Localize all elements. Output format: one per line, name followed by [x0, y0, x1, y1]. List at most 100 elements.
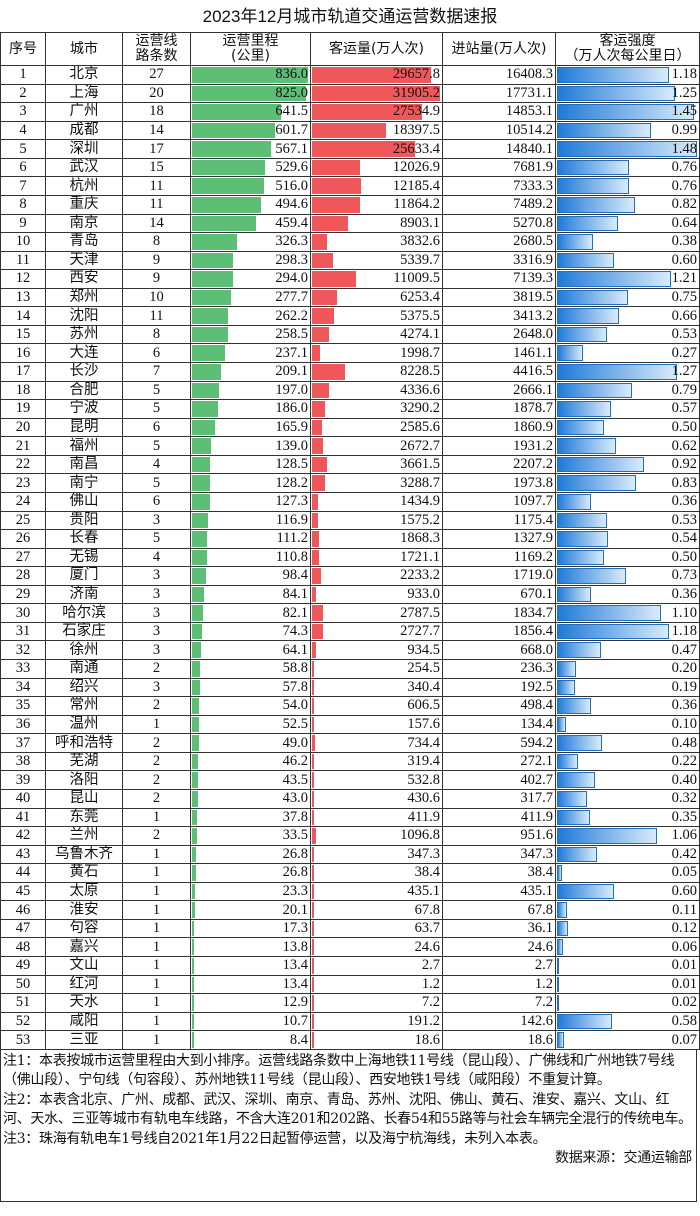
row-index-cell: 2	[0, 83, 46, 104]
row-index-cell: 6	[0, 157, 46, 178]
passenger-volume-cell: 4336.6	[310, 380, 443, 401]
mileage-cell: 128.5	[190, 454, 311, 475]
line-count-cell: 2	[122, 826, 191, 846]
city-cell: 三亚	[45, 1030, 123, 1050]
passenger-volume-value: 191.2	[407, 1012, 440, 1029]
table-row: 18 合肥 5 197.0 4336.6 2666.1 0.79	[0, 380, 700, 401]
column-header: 城市	[45, 32, 123, 66]
mileage-cell: 116.9	[190, 510, 311, 531]
row-index-cell: 10	[0, 232, 46, 252]
entries-cell: 1860.9	[442, 417, 556, 438]
intensity-bar	[557, 252, 614, 269]
mileage-bar	[192, 159, 266, 176]
line-count-cell: 11	[122, 176, 191, 196]
intensity-cell: 1.10	[555, 603, 700, 623]
table-row: 31 石家庄 3 74.3 2727.7 1856.4 1.18	[0, 621, 700, 642]
row-index-cell: 22	[0, 454, 46, 475]
mileage-cell: 17.3	[190, 918, 311, 939]
passenger-volume-value: 411.9	[407, 808, 440, 825]
row-index-cell: 37	[0, 733, 46, 753]
city-cell: 呼和浩特	[45, 733, 123, 753]
intensity-cell: 0.73	[555, 566, 700, 586]
intensity-value: 0.05	[671, 864, 697, 881]
intensity-value: 0.76	[671, 159, 697, 176]
intensity-value: 0.53	[671, 511, 697, 528]
row-index-cell: 3	[0, 102, 46, 122]
city-cell: 重庆	[45, 194, 123, 215]
table-row: 33 南通 2 58.8 254.5 236.3 0.20	[0, 659, 700, 679]
column-header-line: 运营里程	[222, 33, 279, 49]
passenger-volume-value: 934.5	[407, 641, 440, 658]
mileage-cell: 128.2	[190, 473, 311, 493]
entries-cell: 435.1	[442, 881, 556, 902]
passenger-volume-cell: 3832.6	[310, 232, 443, 252]
row-index-cell: 30	[0, 603, 46, 623]
entries-cell: 594.2	[442, 733, 556, 753]
city-cell: 厦门	[45, 566, 123, 586]
entries-cell: 18.6	[442, 1030, 556, 1050]
table-row: 5 深圳 17 567.1 25633.4 14840.1 1.48	[0, 139, 700, 159]
intensity-cell: 0.53	[555, 324, 700, 345]
entries-cell: 134.4	[442, 714, 556, 735]
passenger-volume-bar	[312, 735, 315, 751]
intensity-value: 1.18	[671, 66, 697, 83]
passenger-volume-cell: 2727.7	[310, 621, 443, 642]
city-cell: 南宁	[45, 473, 123, 493]
intensity-cell: 0.06	[555, 937, 700, 957]
line-count-cell: 11	[122, 194, 191, 215]
entries-cell: 2207.2	[442, 454, 556, 475]
city-cell: 哈尔滨	[45, 603, 123, 623]
entries-cell: 1.2	[442, 974, 556, 995]
mileage-value: 529.6	[275, 159, 308, 176]
table-row: 8 重庆 11 494.6 11864.2 7489.2 0.82	[0, 194, 700, 215]
passenger-volume-value: 2585.6	[400, 418, 440, 435]
mileage-bar	[192, 623, 203, 640]
table-row: 47 句容 1 17.3 63.7 36.1 0.12	[0, 918, 700, 939]
line-count-cell: 6	[122, 343, 191, 363]
line-count-cell: 3	[122, 566, 191, 586]
intensity-bar	[557, 67, 669, 83]
mileage-cell: 111.2	[190, 529, 311, 549]
city-cell: 无锡	[45, 547, 123, 568]
line-count-cell: 3	[122, 510, 191, 531]
passenger-volume-bar	[312, 456, 327, 473]
line-count-cell: 9	[122, 250, 191, 271]
row-index-cell: 41	[0, 807, 46, 828]
entries-cell: 951.6	[442, 826, 556, 846]
mileage-value: 197.0	[275, 381, 308, 398]
mileage-value: 516.0	[275, 177, 308, 194]
entries-cell: 2.7	[442, 956, 556, 976]
intensity-cell: 0.36	[555, 491, 700, 512]
intensity-cell: 0.58	[555, 1011, 700, 1032]
line-count-cell: 2	[122, 770, 191, 790]
intensity-value: 1.10	[671, 604, 697, 621]
mileage-bar	[192, 215, 256, 232]
intensity-cell: 0.36	[555, 696, 700, 716]
intensity-bar	[557, 364, 678, 380]
line-count-cell: 17	[122, 139, 191, 159]
table-row: 26 长春 5 111.2 1868.3 1327.9 0.54	[0, 529, 700, 549]
passenger-volume-bar	[312, 215, 348, 232]
passenger-volume-bar	[312, 790, 314, 807]
city-cell: 合肥	[45, 380, 123, 401]
mileage-value: 298.3	[275, 251, 308, 268]
table-row: 19 宁波 5 186.0 3290.2 1878.7 0.57	[0, 399, 700, 419]
mileage-bar	[192, 772, 199, 788]
intensity-bar	[557, 846, 597, 863]
intensity-value: 1.25	[671, 84, 697, 101]
intensity-cell: 0.42	[555, 844, 700, 865]
intensity-cell: 1.06	[555, 826, 700, 846]
intensity-value: 0.32	[671, 790, 697, 807]
mileage-value: 37.8	[282, 808, 308, 825]
mileage-bar	[192, 252, 234, 269]
line-count-cell: 20	[122, 83, 191, 104]
passenger-volume-bar	[312, 642, 316, 658]
mileage-bar	[192, 828, 197, 844]
mileage-cell: 13.8	[190, 937, 311, 957]
city-cell: 芜湖	[45, 751, 123, 772]
passenger-volume-cell: 319.4	[310, 751, 443, 772]
table-row: 50 红河 1 13.4 1.2 1.2 0.01	[0, 974, 700, 995]
intensity-bar	[557, 586, 592, 603]
mileage-bar	[192, 846, 196, 863]
mileage-cell: 601.7	[190, 120, 311, 141]
